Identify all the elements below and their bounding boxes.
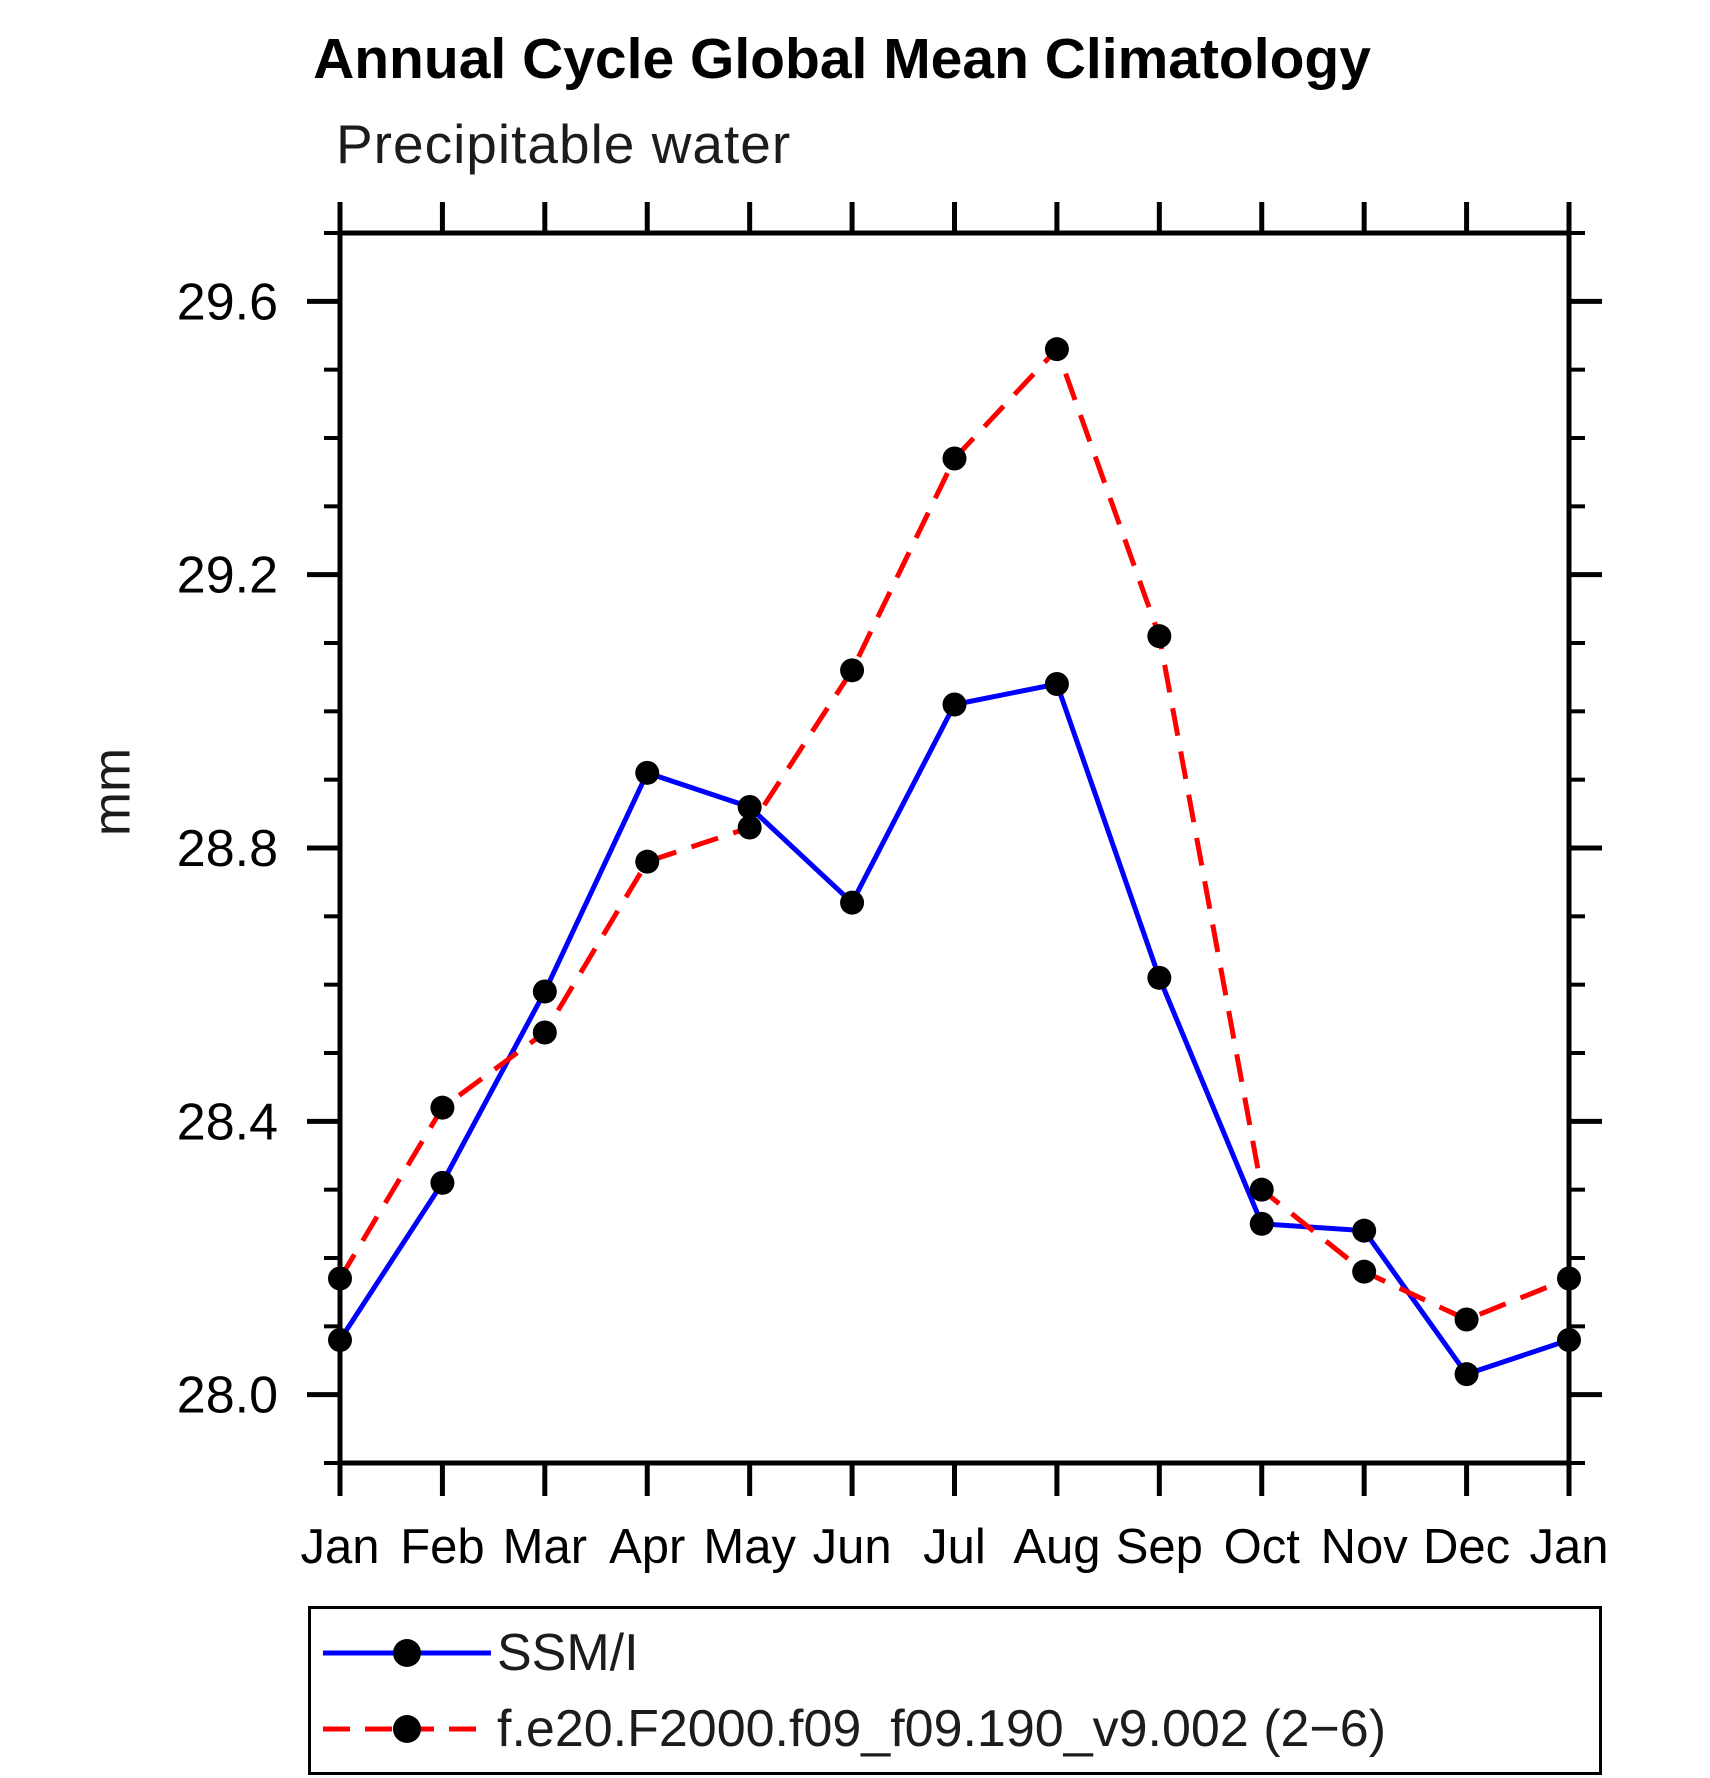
data-point-marker [328, 1328, 352, 1352]
svg-text:28.8: 28.8 [177, 820, 278, 878]
data-point-marker [1044, 672, 1069, 696]
data-point-marker [1557, 1266, 1581, 1291]
legend-label-ssmi: SSM/I [497, 1623, 639, 1682]
series-model [328, 337, 1581, 1332]
data-point-marker [430, 1170, 455, 1195]
data-point-marker [328, 1266, 352, 1291]
data-point-marker [1249, 1177, 1274, 1202]
legend-label-model: f.e20.F2000.f09_f09.190_v9.002 (2−6) [497, 1699, 1387, 1758]
legend-marker-icon [393, 1638, 421, 1667]
data-point-marker [430, 1095, 455, 1120]
svg-text:Jan: Jan [1529, 1520, 1608, 1574]
chart-title: Annual Cycle Global Mean Climatology [313, 27, 1371, 91]
data-point-marker [1352, 1218, 1377, 1243]
data-point-marker [1147, 965, 1172, 990]
series-ssmi [328, 672, 1581, 1387]
legend-row-ssmi: SSM/I [311, 1616, 1599, 1690]
svg-text:May: May [703, 1520, 796, 1574]
data-point-marker [942, 446, 967, 471]
data-point-marker [1249, 1211, 1274, 1236]
series-line [337, 344, 1570, 1323]
data-point-marker [635, 849, 660, 874]
legend-line-sample-dashed [323, 1714, 491, 1743]
data-point-marker [942, 692, 967, 717]
legend-row-model: f.e20.F2000.f09_f09.190_v9.002 (2−6) [311, 1692, 1599, 1766]
svg-text:Feb: Feb [400, 1520, 484, 1574]
data-point-marker [532, 1020, 557, 1045]
svg-text:Mar: Mar [503, 1520, 587, 1574]
legend-marker-icon [393, 1714, 421, 1743]
svg-text:29.2: 29.2 [177, 547, 278, 605]
svg-text:Aug: Aug [1013, 1520, 1100, 1574]
data-point-marker [737, 815, 762, 840]
svg-text:Oct: Oct [1224, 1520, 1301, 1574]
axis-ticks [307, 202, 1602, 1496]
svg-text:Nov: Nov [1321, 1520, 1409, 1574]
data-point-marker [840, 890, 865, 915]
plot-frame [337, 230, 1572, 1466]
svg-text:28.0: 28.0 [177, 1367, 278, 1425]
data-point-marker [1454, 1362, 1479, 1387]
chart-subtitle: Precipitable water [336, 113, 792, 175]
svg-text:Jul: Jul [923, 1520, 986, 1574]
data-point-marker [1352, 1259, 1377, 1284]
data-point-marker [1454, 1307, 1479, 1332]
legend-line-sample-solid [323, 1638, 491, 1667]
data-point-marker [737, 795, 762, 819]
svg-text:Jan: Jan [300, 1520, 379, 1574]
legend-box: SSM/I f.e20.F2000.f09_f09.190_v9.002 (2−… [308, 1606, 1602, 1775]
svg-text:Dec: Dec [1423, 1520, 1510, 1574]
svg-text:Jun: Jun [813, 1520, 892, 1574]
data-point-marker [1044, 337, 1069, 362]
svg-text:Sep: Sep [1116, 1520, 1203, 1574]
data-point-marker [532, 979, 557, 1004]
data-point-marker [1557, 1328, 1581, 1352]
series-line [337, 681, 1570, 1378]
svg-text:Apr: Apr [609, 1520, 685, 1574]
axis-tick-labels: 28.0 28.4 28.8 29.2 29.6 Jan Feb Mar Apr May Jun Ju… [177, 273, 1609, 1574]
data-point-marker [1147, 624, 1172, 649]
svg-text:29.6: 29.6 [177, 273, 278, 331]
svg-text:28.4: 28.4 [177, 1093, 278, 1151]
data-point-marker [635, 760, 660, 785]
data-point-marker [840, 658, 865, 683]
